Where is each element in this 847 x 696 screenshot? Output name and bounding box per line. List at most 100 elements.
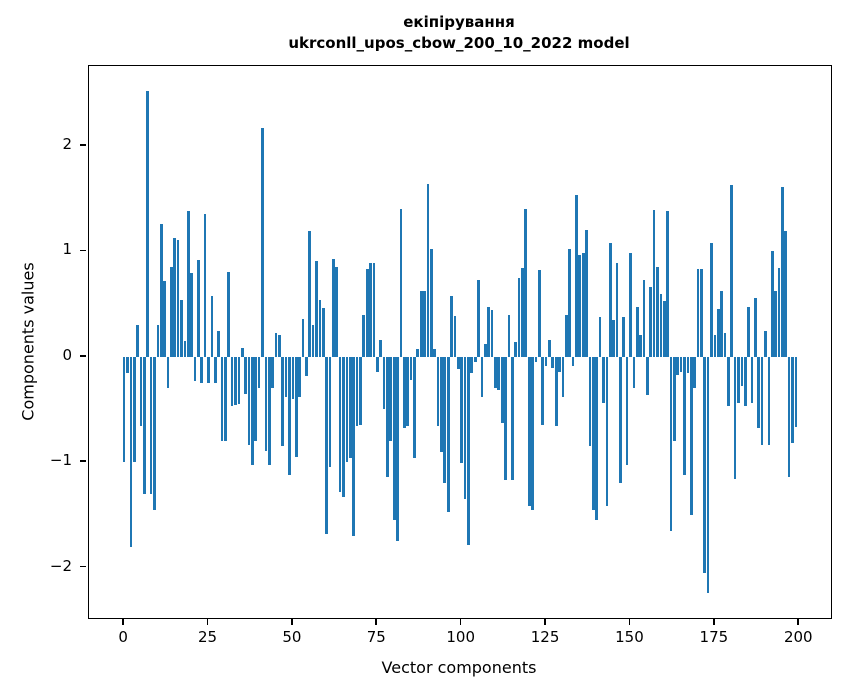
bar xyxy=(723,332,727,357)
x-tick-mark xyxy=(291,618,293,625)
bar xyxy=(264,356,268,451)
bar xyxy=(639,334,642,357)
bar xyxy=(608,242,612,357)
y-tick-mark xyxy=(80,565,87,568)
bar xyxy=(669,356,673,531)
bar xyxy=(146,91,150,357)
bar xyxy=(578,254,582,357)
bar xyxy=(629,253,632,357)
bar xyxy=(230,356,234,407)
bar xyxy=(274,332,278,357)
bar xyxy=(490,310,494,357)
bar xyxy=(646,356,649,395)
bar xyxy=(325,356,328,534)
bar xyxy=(456,356,460,370)
bar xyxy=(720,291,723,357)
bar xyxy=(561,356,565,397)
y-tick-label: −1 xyxy=(49,451,72,470)
bar xyxy=(791,356,794,444)
bar xyxy=(267,356,271,466)
bar xyxy=(531,356,534,510)
bar xyxy=(598,316,602,357)
bar xyxy=(554,356,558,427)
y-tick-mark xyxy=(80,249,87,252)
bar xyxy=(409,356,413,380)
bar xyxy=(240,348,244,357)
bar xyxy=(662,300,666,357)
bar xyxy=(149,356,153,494)
bar xyxy=(571,356,575,367)
bar xyxy=(706,356,710,593)
bar xyxy=(129,356,133,547)
bar xyxy=(402,356,406,429)
bar xyxy=(406,356,409,427)
bar xyxy=(632,356,636,389)
bar xyxy=(433,349,437,357)
bar xyxy=(733,356,737,480)
bar xyxy=(605,356,609,507)
bar xyxy=(156,325,160,357)
bar xyxy=(308,231,312,357)
bar xyxy=(750,356,754,404)
bar xyxy=(203,214,207,357)
bar xyxy=(494,356,497,389)
bar xyxy=(352,356,355,536)
bar xyxy=(548,339,551,357)
bar xyxy=(575,195,578,357)
bar xyxy=(132,356,136,463)
bar xyxy=(777,268,781,357)
bar xyxy=(436,356,440,427)
bar xyxy=(284,356,288,397)
bar xyxy=(176,239,180,357)
bar xyxy=(207,356,210,384)
x-tick-mark xyxy=(375,618,378,625)
bar xyxy=(372,262,376,357)
bar xyxy=(359,356,362,426)
bar xyxy=(396,356,399,542)
bar xyxy=(369,262,372,357)
bar xyxy=(186,211,190,357)
bar xyxy=(298,356,301,397)
bar xyxy=(281,356,285,447)
bar xyxy=(564,314,568,357)
bar xyxy=(365,269,369,357)
bar xyxy=(379,339,382,357)
bar xyxy=(460,356,464,464)
x-tick-mark xyxy=(122,618,124,625)
bar xyxy=(703,356,707,573)
chart-title-line1: екіпірування xyxy=(403,13,515,31)
bar xyxy=(764,331,767,357)
bar xyxy=(180,299,183,357)
bar xyxy=(710,242,713,357)
bar xyxy=(419,291,423,357)
bar xyxy=(477,279,480,357)
bar xyxy=(426,183,430,357)
bar xyxy=(429,249,433,357)
x-tick-mark xyxy=(544,618,546,625)
bar xyxy=(727,356,730,407)
bar xyxy=(139,356,143,427)
bar xyxy=(483,344,487,357)
x-tick-label: 175 xyxy=(699,628,729,646)
bar xyxy=(321,308,325,357)
bar xyxy=(497,356,501,391)
bar xyxy=(517,277,521,357)
bar xyxy=(153,356,156,510)
bar xyxy=(619,356,622,484)
bar xyxy=(440,356,443,452)
bar xyxy=(757,356,761,429)
x-tick-label: 125 xyxy=(530,628,560,646)
bar xyxy=(760,356,764,446)
bar xyxy=(193,356,197,381)
bar xyxy=(737,356,740,404)
bar xyxy=(136,325,139,357)
bar xyxy=(534,356,538,363)
bar xyxy=(399,209,403,357)
bar xyxy=(591,356,595,510)
bar xyxy=(288,356,291,475)
bar xyxy=(200,356,204,384)
bar xyxy=(676,356,680,375)
bar xyxy=(338,356,342,492)
bar xyxy=(332,258,335,357)
